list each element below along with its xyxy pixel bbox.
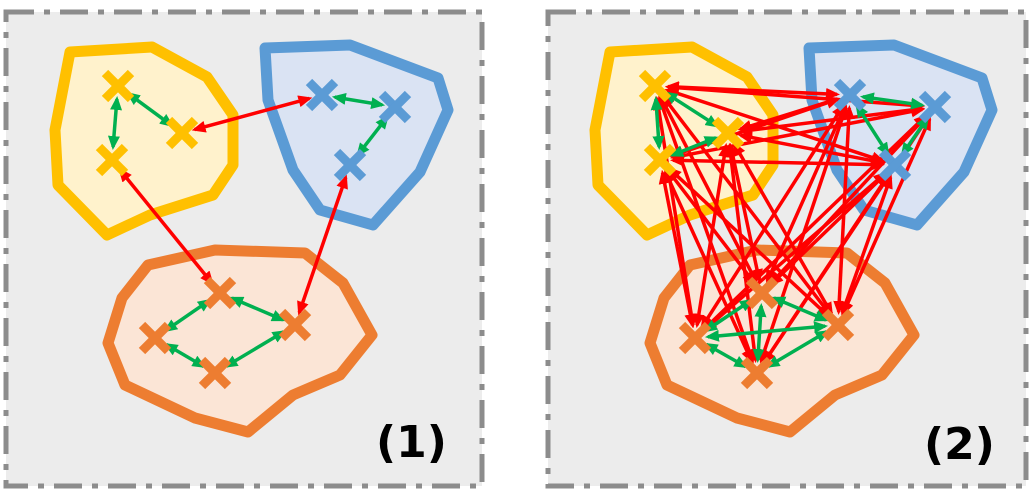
node-orange-cross: [198, 356, 232, 390]
node-yellow-cross: [638, 69, 672, 103]
node-orange-cross: [203, 276, 237, 310]
node-yellow-cross: [643, 143, 677, 177]
node-orange-cross: [678, 321, 712, 355]
node-orange-cross: [278, 308, 312, 342]
node-blue-cross: [878, 148, 912, 182]
node-yellow-cross: [95, 143, 129, 177]
intra-cluster-edge: [771, 296, 829, 322]
intra-cluster-edge: [163, 298, 212, 333]
intra-cluster-edge: [859, 92, 926, 110]
intra-cluster-edge: [107, 95, 123, 151]
panel-1-label: (1): [376, 417, 447, 468]
node-orange-cross: [745, 276, 779, 310]
panel-2: (2): [545, 9, 1029, 489]
node-orange-cross: [821, 308, 855, 342]
intra-cluster-edge: [650, 95, 665, 151]
intra-cluster-edge: [163, 343, 207, 368]
intra-cluster-edge: [223, 330, 287, 368]
intra-cluster-edge: [663, 91, 720, 128]
node-blue-cross: [333, 148, 367, 182]
node-blue-cross: [305, 78, 339, 112]
intra-cluster-edge: [855, 103, 890, 157]
inter-cluster-edge: [658, 169, 697, 329]
node-yellow-cross: [101, 69, 135, 103]
inter-cluster-edge: [191, 95, 313, 133]
node-blue-cross: [833, 78, 867, 112]
intra-cluster-edge: [356, 114, 389, 158]
intra-cluster-edge: [331, 92, 386, 110]
node-blue-cross: [918, 90, 952, 124]
intra-cluster-edge: [229, 296, 286, 322]
inter-cluster-edge: [118, 167, 214, 286]
node-yellow-cross: [165, 116, 199, 150]
intra-cluster-edge: [704, 321, 829, 342]
node-yellow-cross: [711, 116, 745, 150]
panel-2-label: (2): [924, 419, 995, 470]
node-blue-cross: [378, 90, 412, 124]
node-orange-cross: [138, 321, 172, 355]
panel-1: (1): [3, 9, 485, 489]
intra-cluster-edge: [703, 342, 749, 369]
node-orange-cross: [740, 356, 774, 390]
intra-cluster-edge: [669, 136, 719, 157]
intra-cluster-edge: [126, 91, 174, 128]
intra-cluster-edge: [900, 115, 930, 157]
inter-cluster-edge: [297, 174, 348, 316]
